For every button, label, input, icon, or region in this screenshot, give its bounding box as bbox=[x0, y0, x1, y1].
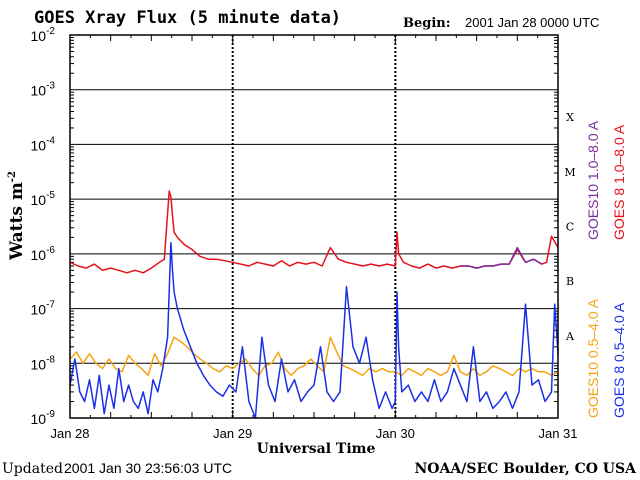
series-line bbox=[69, 190, 559, 274]
x-tick-label: Jan 29 bbox=[213, 426, 252, 441]
y-tick-label: 10-8 bbox=[31, 354, 56, 372]
updated-label: Updated bbox=[2, 461, 63, 477]
plot-frame bbox=[69, 34, 559, 419]
flare-class-label: A bbox=[565, 330, 575, 343]
legend-entry: GOES 8 1.0–8.0 A bbox=[611, 124, 627, 240]
series-line bbox=[69, 241, 559, 419]
y-tick-label: 10-7 bbox=[31, 300, 56, 318]
y-tick-label: 10-5 bbox=[31, 190, 56, 208]
x-tick-label: Jan 31 bbox=[538, 426, 577, 441]
legend-entry: GOES 8 0.5–4.0 A bbox=[611, 302, 627, 418]
y-tick-label: 10-3 bbox=[31, 81, 56, 99]
flare-class-label: M bbox=[564, 166, 575, 179]
y-tick-label: 10-2 bbox=[31, 26, 56, 44]
x-tick-label: Jan 28 bbox=[50, 426, 89, 441]
flare-class-label: B bbox=[566, 275, 574, 288]
series-line bbox=[460, 246, 543, 269]
legend-entry: GOES10 1.0–8.0 A bbox=[585, 120, 601, 240]
begin-value: 2001 Jan 28 0000 UTC bbox=[465, 15, 599, 30]
begin-label: Begin: bbox=[403, 16, 451, 31]
chart-title: GOES Xray Flux (5 minute data) bbox=[34, 8, 341, 28]
source-credit: NOAA/SEC Boulder, CO USA bbox=[415, 461, 638, 477]
y-tick-label: 10-9 bbox=[31, 409, 56, 427]
updated-value: 2001 Jan 30 23:56:03 UTC bbox=[64, 460, 232, 476]
series-line bbox=[69, 336, 559, 377]
y-axis-title: Watts m-2 bbox=[7, 171, 27, 261]
y-tick-label: 10-4 bbox=[31, 135, 56, 153]
legend-entry: GOES10 0.5–4.0 A bbox=[585, 298, 601, 418]
flare-class-label: C bbox=[566, 221, 574, 234]
x-axis-title: Universal Time bbox=[257, 441, 376, 457]
plot-area: 10-9 10-8 10-7 10-6 10-5 10-4 10-3 10-2 Jan 28 Ja… bbox=[31, 26, 627, 441]
flare-class-label: X bbox=[566, 111, 574, 124]
y-tick-label: 10-6 bbox=[31, 245, 56, 263]
x-tick-label: Jan 30 bbox=[376, 426, 415, 441]
